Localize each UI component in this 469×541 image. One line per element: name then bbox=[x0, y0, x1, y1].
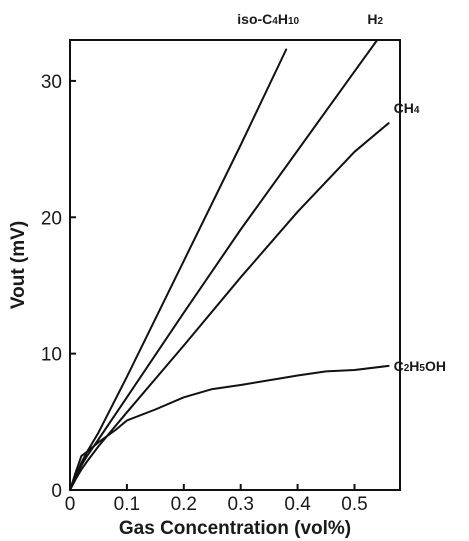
plot-frame bbox=[69, 39, 401, 491]
x-tick-label-1: 0.1 bbox=[114, 494, 140, 515]
series-line-2 bbox=[70, 122, 390, 490]
series-label-3: C2H5OH bbox=[394, 358, 446, 374]
axis-tick-layer: 0 0.1 0.2 0.3 0.4 0.5 0 10 20 30 bbox=[41, 72, 368, 515]
x-axis-title: Gas Concentration (vol%) bbox=[119, 518, 351, 539]
x-tick-label-5: 0.5 bbox=[341, 494, 367, 515]
series-line-3 bbox=[70, 364, 390, 490]
y-axis-title: Vout (mV) bbox=[8, 221, 29, 309]
x-tick-label-3: 0.3 bbox=[227, 494, 253, 515]
y-tick-label-3: 30 bbox=[41, 72, 62, 93]
x-tick-label-4: 0.4 bbox=[284, 494, 311, 515]
series-line-1 bbox=[70, 40, 379, 490]
series-label-0: iso-C4H10 bbox=[237, 11, 299, 27]
series-layer bbox=[70, 40, 390, 490]
y-tick-label-0: 0 bbox=[51, 481, 62, 502]
x-tick-label-2: 0.2 bbox=[171, 494, 197, 515]
series-label-layer: iso-C4H10 H2 CH4 C2H5OH bbox=[237, 11, 446, 374]
y-tick-label-2: 20 bbox=[41, 208, 62, 229]
series-label-2: CH4 bbox=[394, 100, 420, 116]
y-tick-label-1: 10 bbox=[41, 345, 62, 366]
series-line-0 bbox=[70, 48, 288, 490]
x-tick-label-0: 0 bbox=[65, 494, 76, 515]
series-label-1: H2 bbox=[367, 11, 383, 27]
